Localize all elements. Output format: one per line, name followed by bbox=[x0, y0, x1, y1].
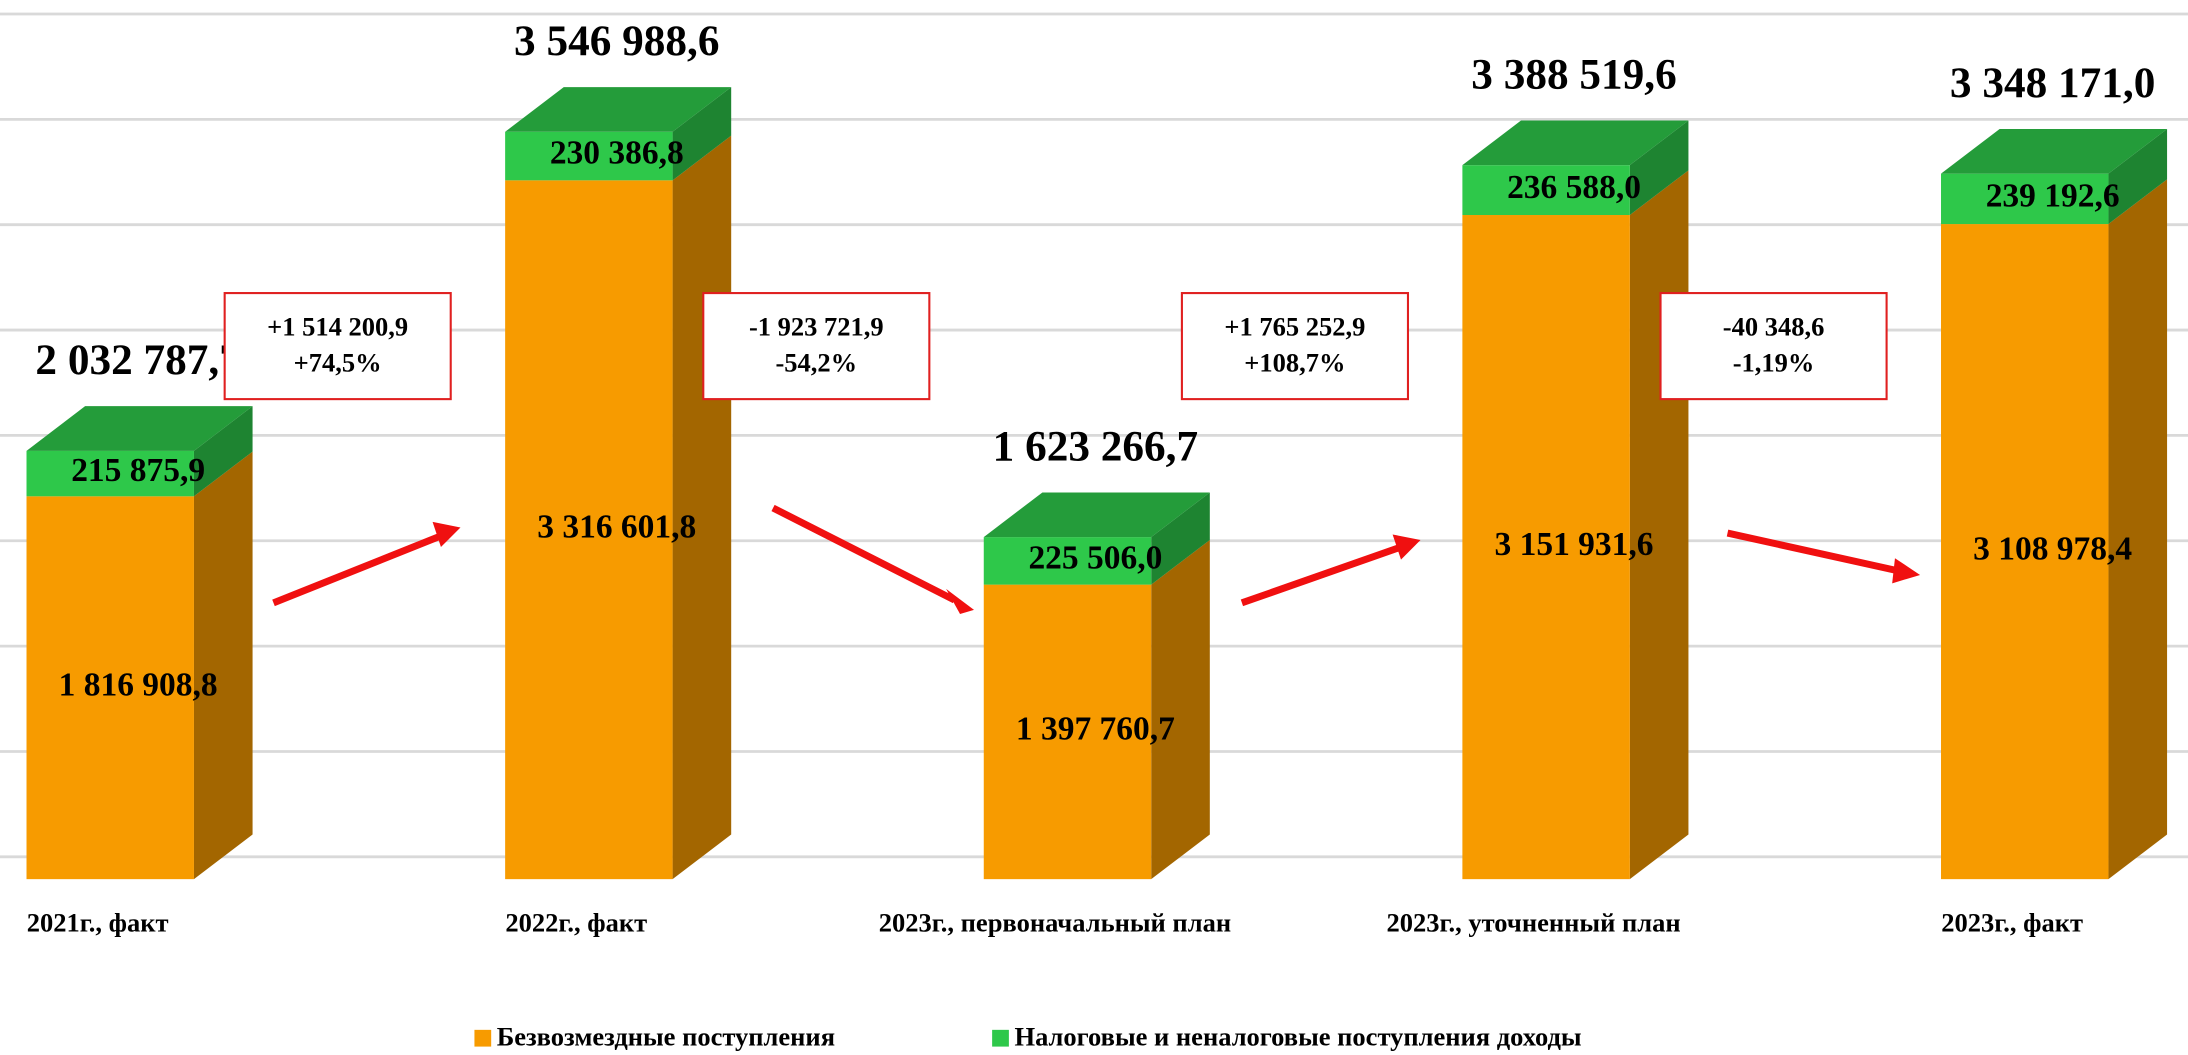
value-label: 230 386,8 bbox=[550, 135, 684, 172]
bar bbox=[983, 584, 1152, 880]
bar bbox=[505, 180, 673, 880]
value-label: 3 151 931,6 bbox=[1495, 526, 1654, 563]
annotation-text: -1,19% bbox=[1733, 348, 1815, 378]
arrow-head bbox=[1892, 558, 1921, 584]
x-tick-label: 2023г., факт bbox=[1941, 907, 2083, 937]
arrow-head bbox=[1392, 534, 1421, 560]
arrow bbox=[771, 504, 957, 604]
bar-top bbox=[1462, 120, 1689, 166]
bar-side bbox=[1629, 170, 1689, 880]
x-tick-label: 2022г., факт bbox=[505, 907, 647, 937]
total-label: 2 032 787,7 bbox=[35, 336, 240, 384]
annotation-box bbox=[702, 292, 931, 401]
bars bbox=[26, 87, 2168, 880]
bar-side bbox=[672, 87, 732, 181]
bar-side bbox=[193, 406, 253, 497]
arrow-head bbox=[946, 588, 974, 615]
bar-side bbox=[1151, 492, 1210, 585]
arrow bbox=[1726, 529, 1899, 575]
value-label: 225 506,0 bbox=[1028, 540, 1162, 577]
legend-swatch bbox=[474, 1029, 492, 1047]
bar bbox=[1462, 165, 1630, 216]
bar-side bbox=[193, 451, 253, 880]
total-label: 3 348 171,0 bbox=[1950, 59, 2155, 107]
bar bbox=[983, 537, 1152, 585]
annotation-text: -1 923 721,9 bbox=[749, 311, 884, 341]
bar bbox=[26, 450, 194, 497]
x-tick-label: 2023г., первоначальный план bbox=[879, 907, 1231, 937]
total-label: 3 546 988,6 bbox=[514, 17, 719, 65]
bar-side bbox=[2108, 179, 2168, 880]
annotation-box bbox=[1659, 292, 1888, 401]
annotation-text: -54,2% bbox=[775, 348, 857, 378]
bar-side bbox=[2108, 129, 2168, 225]
bar-top bbox=[505, 87, 732, 132]
value-label: 3 108 978,4 bbox=[1973, 530, 2132, 567]
arrow bbox=[272, 532, 443, 607]
legend-swatch bbox=[992, 1029, 1009, 1047]
x-tick-label: 2021г., факт bbox=[27, 907, 169, 937]
bar-top bbox=[1941, 129, 2168, 174]
arrow bbox=[1240, 543, 1403, 607]
bar-top bbox=[983, 492, 1210, 538]
annotation-text: +108,7% bbox=[1244, 348, 1345, 378]
value-label: 215 875,9 bbox=[71, 452, 205, 489]
legend-label: Налоговые и неналоговые поступления дохо… bbox=[1014, 1022, 1581, 1052]
labels: 1 816 908,8 215 875,9 2 032 787,7 2021г., ф… bbox=[27, 17, 2156, 1052]
bar bbox=[1462, 215, 1630, 880]
value-label: 239 192,6 bbox=[1986, 178, 2120, 215]
arrows bbox=[272, 504, 1921, 615]
bar-side bbox=[1151, 539, 1210, 880]
annotation-box bbox=[1180, 292, 1410, 401]
annotation-text: -40 348,6 bbox=[1723, 311, 1825, 341]
total-label: 1 623 266,7 bbox=[993, 423, 1198, 471]
value-label: 236 588,0 bbox=[1507, 169, 1641, 206]
value-label: 1 397 760,7 bbox=[1016, 711, 1175, 748]
arrow-head bbox=[432, 521, 461, 548]
bar bbox=[1941, 173, 2109, 225]
total-label: 3 388 519,6 bbox=[1471, 51, 1676, 99]
annotation-box bbox=[223, 292, 452, 401]
bar bbox=[505, 131, 673, 181]
bar-side bbox=[1629, 120, 1689, 216]
bar bbox=[26, 496, 194, 880]
value-label: 3 316 601,8 bbox=[537, 508, 696, 545]
legend-label: Безвозмездные поступления bbox=[497, 1022, 835, 1052]
bar-top bbox=[26, 406, 253, 451]
value-label: 1 816 908,8 bbox=[59, 666, 218, 703]
annotation-text: +1 514 200,9 bbox=[267, 311, 408, 341]
bar bbox=[1941, 224, 2109, 880]
x-tick-label: 2023г., уточненный план bbox=[1386, 907, 1680, 937]
annotation-text: +1 765 252,9 bbox=[1224, 311, 1365, 341]
annotation-text: +74,5% bbox=[294, 348, 382, 378]
bar-side bbox=[672, 135, 732, 880]
